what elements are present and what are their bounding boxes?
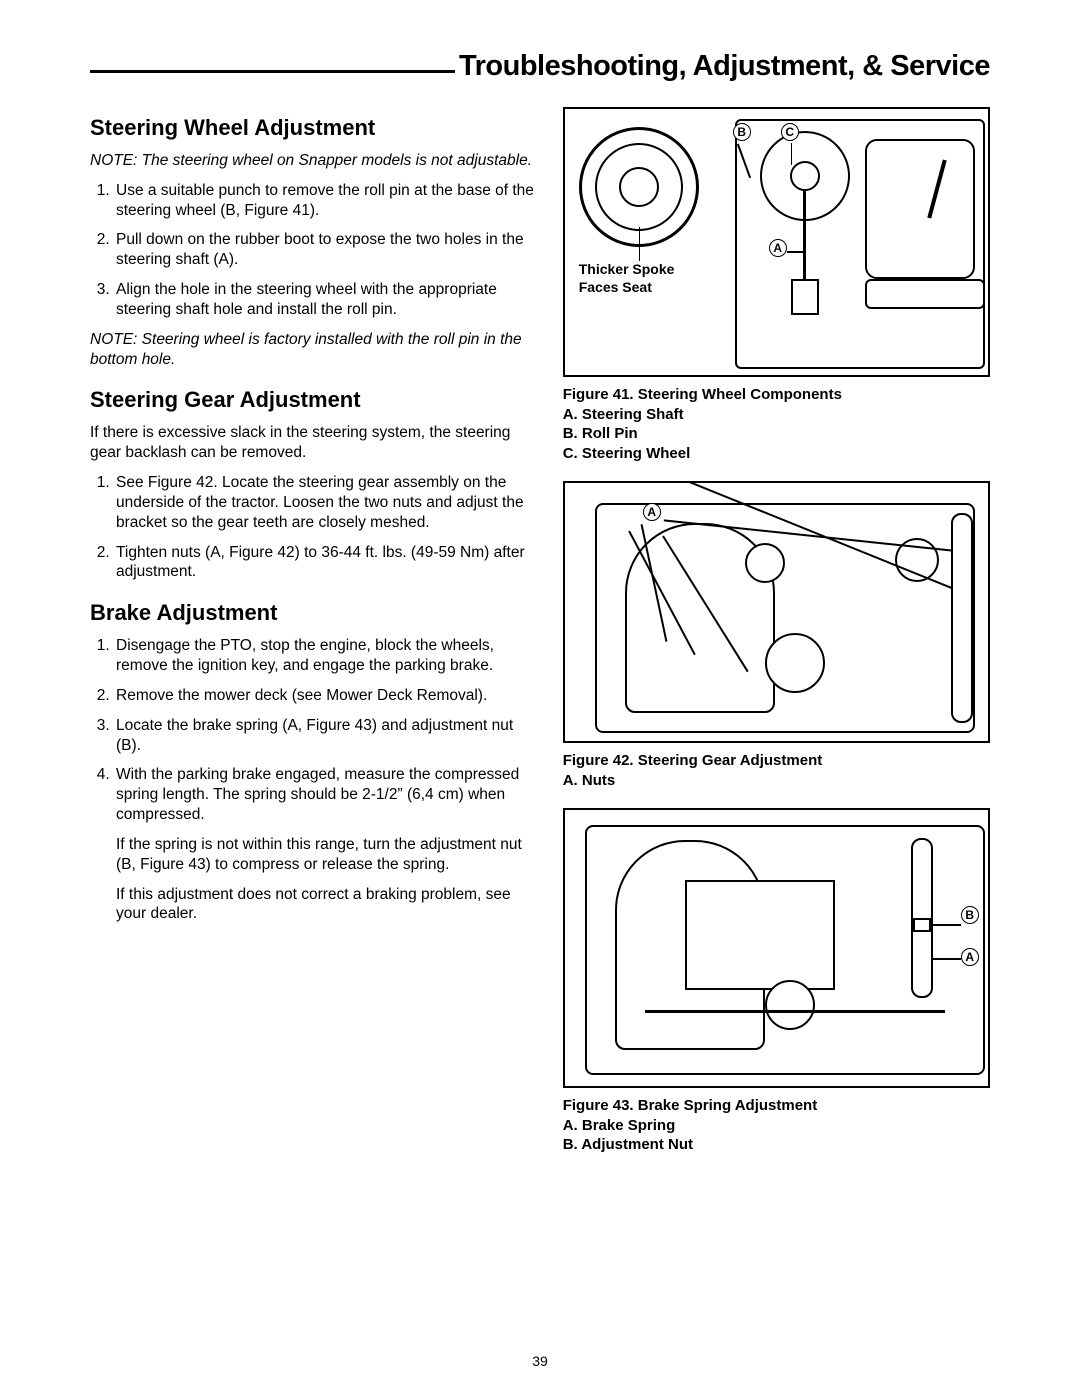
heading-steering-gear: Steering Gear Adjustment bbox=[90, 387, 535, 413]
step: Align the hole in the steering wheel wit… bbox=[114, 280, 535, 320]
callout-c: C bbox=[781, 123, 799, 141]
step: See Figure 42. Locate the steering gear … bbox=[114, 473, 535, 532]
figure-42-caption: Figure 42. Steering Gear Adjustment A. N… bbox=[563, 751, 990, 790]
label-faces-seat: Faces Seat bbox=[579, 279, 652, 296]
left-column: Steering Wheel Adjustment NOTE: The stee… bbox=[90, 107, 535, 1155]
leader-thicker bbox=[639, 227, 641, 261]
bar bbox=[645, 1010, 945, 1013]
steps-steering-wheel: Use a suitable punch to remove the roll … bbox=[90, 181, 535, 320]
content-columns: Steering Wheel Adjustment NOTE: The stee… bbox=[90, 107, 990, 1155]
figure-43-caption: Figure 43. Brake Spring Adjustment A. Br… bbox=[563, 1096, 990, 1155]
callout-a: A bbox=[643, 503, 661, 521]
leader-a bbox=[787, 251, 805, 253]
label-thicker-spoke: Thicker Spoke bbox=[579, 261, 675, 278]
shaft-base bbox=[791, 279, 819, 315]
note-factory: NOTE: Steering wheel is factory installe… bbox=[90, 330, 535, 370]
caption-line: A. Brake Spring bbox=[563, 1116, 990, 1136]
step-text: With the parking brake engaged, measure … bbox=[116, 766, 519, 823]
page-number: 39 bbox=[0, 1353, 1080, 1369]
intro-gear: If there is excessive slack in the steer… bbox=[90, 423, 535, 463]
leader-b2 bbox=[931, 924, 961, 926]
callout-a: A bbox=[769, 239, 787, 257]
step: Tighten nuts (A, Figure 42) to 36-44 ft.… bbox=[114, 543, 535, 583]
substep: If the spring is not within this range, … bbox=[116, 835, 535, 875]
step: Pull down on the rubber boot to expose t… bbox=[114, 230, 535, 270]
figure-43: B A bbox=[563, 808, 990, 1088]
seat-base bbox=[865, 279, 985, 309]
wheel-hub bbox=[619, 167, 659, 207]
caption-line: A. Nuts bbox=[563, 771, 990, 791]
steps-brake: Disengage the PTO, stop the engine, bloc… bbox=[90, 636, 535, 924]
pulley3 bbox=[765, 980, 815, 1030]
figure-42: A bbox=[563, 481, 990, 743]
note-snapper: NOTE: The steering wheel on Snapper mode… bbox=[90, 151, 535, 171]
wheel-on-column-hub bbox=[790, 161, 820, 191]
seat bbox=[865, 139, 975, 279]
caption-line: A. Steering Shaft bbox=[563, 405, 990, 425]
heading-steering-wheel: Steering Wheel Adjustment bbox=[90, 115, 535, 141]
figure-41: B C A Thicker Spoke Faces Seat bbox=[563, 107, 990, 377]
caption-line: B. Roll Pin bbox=[563, 424, 990, 444]
step: Locate the brake spring (A, Figure 43) a… bbox=[114, 716, 535, 756]
step: With the parking brake engaged, measure … bbox=[114, 765, 535, 924]
heading-brake: Brake Adjustment bbox=[90, 600, 535, 626]
caption-line: B. Adjustment Nut bbox=[563, 1135, 990, 1155]
gear bbox=[765, 633, 825, 693]
steps-steering-gear: See Figure 42. Locate the steering gear … bbox=[90, 473, 535, 582]
bracket bbox=[685, 880, 835, 990]
leader-a3 bbox=[933, 958, 961, 960]
step: Disengage the PTO, stop the engine, bloc… bbox=[114, 636, 535, 676]
caption-line: Figure 41. Steering Wheel Components bbox=[563, 385, 990, 405]
right-column: B C A Thicker Spoke Faces Seat Figure 41… bbox=[563, 107, 990, 1155]
header-title: Troubleshooting, Adjustment, & Service bbox=[455, 50, 990, 83]
adjust-nut bbox=[913, 918, 931, 932]
figure-41-caption: Figure 41. Steering Wheel Components A. … bbox=[563, 385, 990, 463]
step: Remove the mower deck (see Mower Deck Re… bbox=[114, 686, 535, 706]
caption-line: Figure 43. Brake Spring Adjustment bbox=[563, 1096, 990, 1116]
page-header: Troubleshooting, Adjustment, & Service bbox=[90, 50, 990, 83]
callout-b: B bbox=[961, 906, 979, 924]
caption-line: Figure 42. Steering Gear Adjustment bbox=[563, 751, 990, 771]
substep: If this adjustment does not correct a br… bbox=[116, 885, 535, 925]
spring bbox=[951, 513, 973, 723]
caption-line: C. Steering Wheel bbox=[563, 444, 990, 464]
pulley1 bbox=[745, 543, 785, 583]
step: Use a suitable punch to remove the roll … bbox=[114, 181, 535, 221]
header-rule bbox=[90, 70, 455, 73]
leader-c bbox=[791, 143, 793, 165]
callout-a: A bbox=[961, 948, 979, 966]
callout-b: B bbox=[733, 123, 751, 141]
